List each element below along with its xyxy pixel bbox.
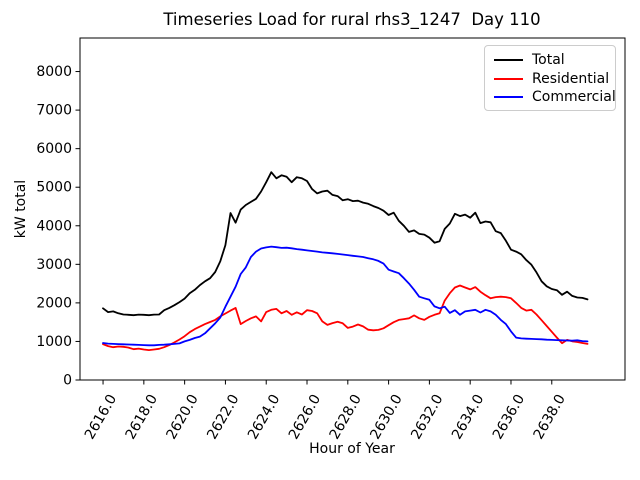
y-axis-label: kW total — [13, 179, 29, 239]
x-tick-label: 2620.0 — [163, 392, 201, 442]
x-axis-label: Hour of Year — [309, 441, 395, 457]
legend-label-commercial: Commercial — [532, 89, 616, 105]
axes-frame — [79, 37, 626, 381]
series-line-commercial — [102, 245, 589, 347]
y-tick-label: 8000 — [36, 64, 72, 80]
total-line-sample — [494, 59, 523, 61]
y-tick-label: 7000 — [36, 103, 72, 119]
x-tick-label: 2634.0 — [449, 392, 487, 442]
legend-item-residential: Residential — [494, 70, 610, 88]
x-tick-label: 2626.0 — [286, 392, 324, 442]
x-tick-label: 2638.0 — [531, 392, 569, 442]
y-tick-label: 4000 — [36, 218, 72, 234]
legend: Total Residential Commercial — [484, 45, 616, 111]
x-tick-label: 2630.0 — [367, 392, 405, 442]
x-tick-label: 2618.0 — [123, 392, 161, 442]
legend-label-total: Total — [532, 52, 565, 68]
y-tick-label: 2000 — [36, 295, 72, 311]
x-tick-label: 2636.0 — [490, 392, 528, 442]
legend-item-commercial: Commercial — [494, 88, 616, 106]
x-tick-label: 2628.0 — [327, 392, 365, 442]
series-line-total — [102, 171, 589, 317]
y-tick-label: 1000 — [36, 334, 72, 350]
commercial-line-sample — [494, 96, 523, 98]
chart-title: Timeseries Load for rural rhs3_1247 Day … — [163, 10, 541, 29]
y-tick-label: 6000 — [36, 141, 72, 157]
x-tick-label: 2622.0 — [204, 392, 242, 442]
legend-item-total: Total — [494, 51, 607, 69]
x-tick-label: 2616.0 — [82, 392, 120, 442]
x-tick-label: 2624.0 — [245, 392, 283, 442]
residential-line-sample — [494, 77, 523, 80]
y-tick-label: 3000 — [36, 257, 72, 273]
legend-label-residential: Residential — [532, 70, 610, 87]
series-line-residential — [102, 284, 589, 352]
y-tick-label: 5000 — [36, 180, 72, 196]
x-tick-label: 2632.0 — [408, 392, 446, 442]
y-tick-label: 0 — [63, 373, 72, 389]
